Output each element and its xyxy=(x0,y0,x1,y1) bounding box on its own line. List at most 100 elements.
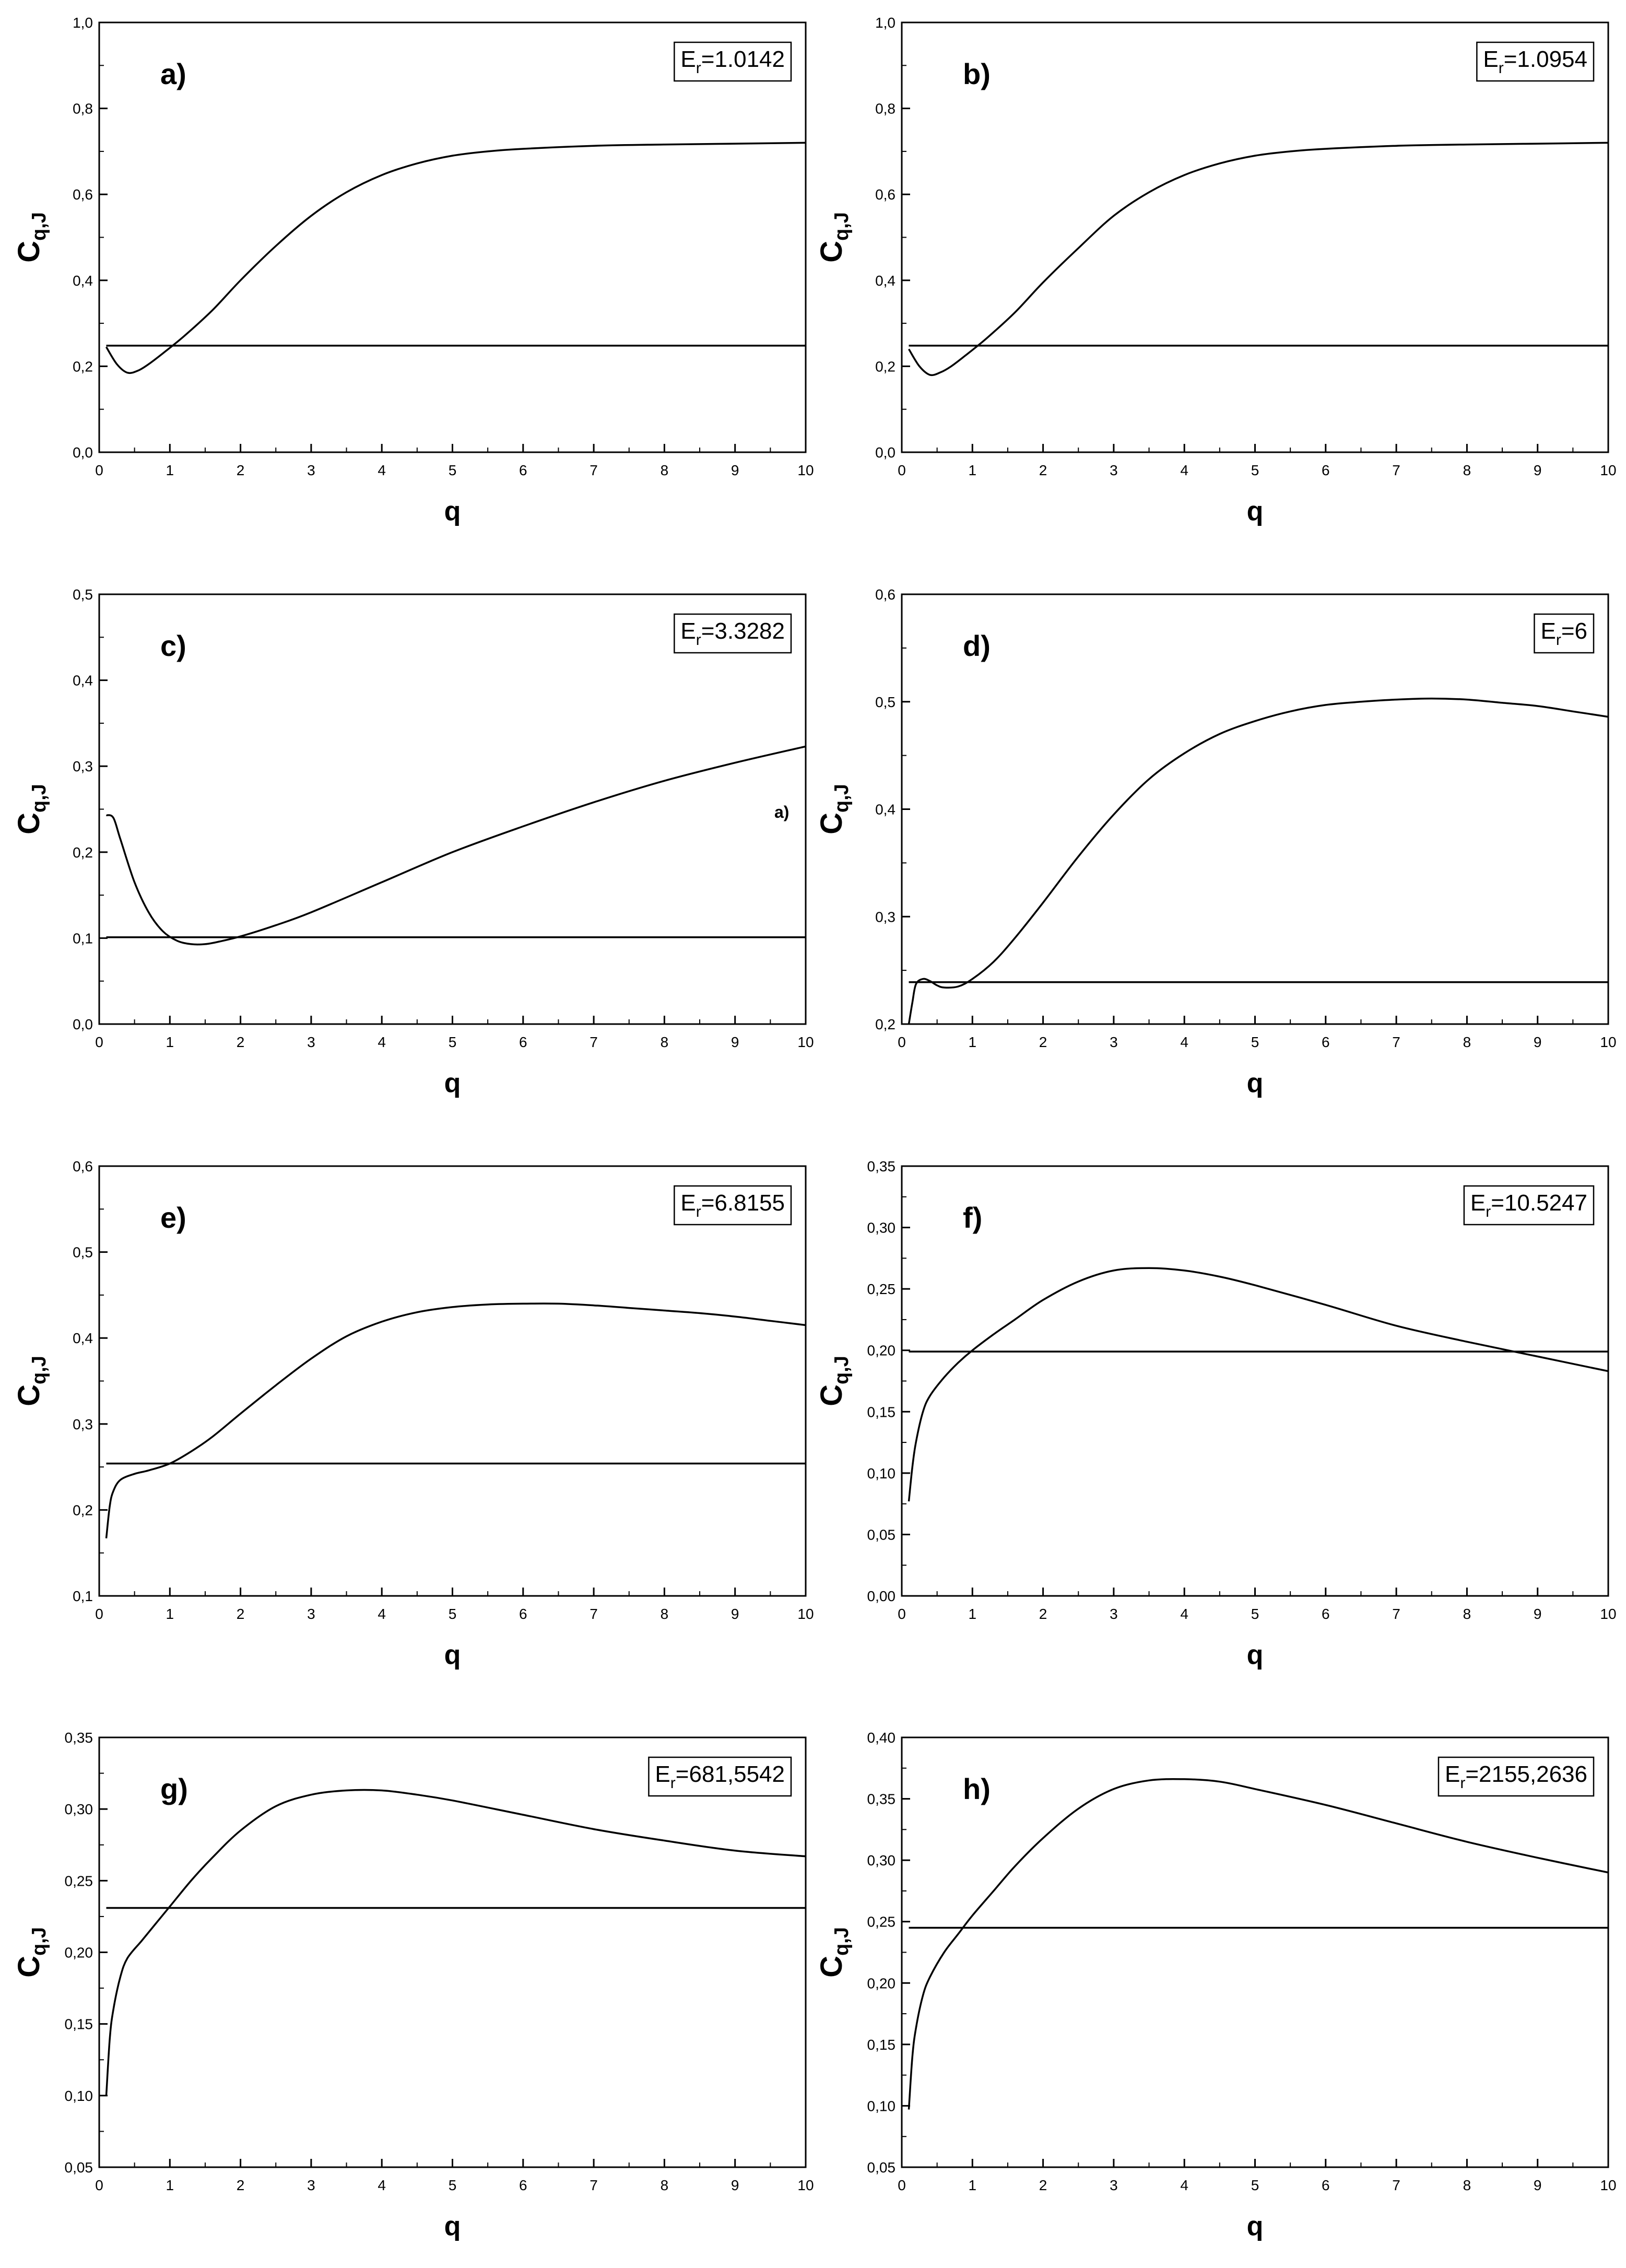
y-axis-title: Cq,J xyxy=(815,1927,853,1978)
legend-label: Er=2155,2636 xyxy=(1445,1761,1587,1792)
x-axis-title: q xyxy=(444,2211,461,2241)
plot-frame xyxy=(901,1165,1609,1597)
legend: Er=2155,2636 xyxy=(1438,1756,1595,1797)
y-axis-title-main: C xyxy=(12,241,46,263)
legend-value: =2155,2636 xyxy=(1465,1761,1587,1787)
x-tick-label: 1 xyxy=(969,1606,977,1622)
y-tick-label: 0,20 xyxy=(867,1343,896,1359)
x-tick-label: 0 xyxy=(95,1606,103,1622)
x-tick-label: 8 xyxy=(661,2177,669,2193)
y-tick-label: 0,3 xyxy=(73,1416,93,1432)
x-tick-label: 7 xyxy=(1392,462,1400,478)
y-tick-label: 0,5 xyxy=(73,1244,93,1261)
legend-value: =1.0142 xyxy=(701,46,785,72)
x-tick-label: 5 xyxy=(1251,1034,1259,1050)
series-line xyxy=(105,142,806,374)
x-axis-title: q xyxy=(444,496,461,526)
x-tick-label: 10 xyxy=(797,2177,814,2193)
legend-box xyxy=(674,1185,792,1226)
x-tick-label: 4 xyxy=(378,1034,386,1050)
x-tick-label: 5 xyxy=(1251,462,1259,478)
y-axis-title: Cq,J xyxy=(12,212,50,263)
x-tick-label: 7 xyxy=(1392,1606,1400,1622)
x-tick-label: 8 xyxy=(661,1606,669,1622)
legend-value: =681,5542 xyxy=(676,1761,785,1787)
y-tick-label: 0,10 xyxy=(65,2088,93,2104)
x-tick-label: 10 xyxy=(1600,2177,1616,2193)
y-tick-label: 0,2 xyxy=(73,844,93,861)
x-tick-label: 4 xyxy=(1180,462,1188,478)
series-line xyxy=(908,1778,1608,2110)
y-axis-title-sub: q,J xyxy=(831,784,853,813)
x-tick-label: 3 xyxy=(1110,1034,1118,1050)
x-tick-label: 6 xyxy=(519,2177,527,2193)
x-tick-label: 2 xyxy=(1039,1606,1047,1622)
x-tick-label: 8 xyxy=(661,462,669,478)
x-tick-label: 8 xyxy=(1463,462,1471,478)
y-axis-title-main: C xyxy=(815,241,849,263)
panel-label: d) xyxy=(963,629,991,662)
chart-panel-2: 0 1 2 3 4 5 6 7 8 9 10 0,0 0,2 0,4 0,6 0,8 1,0 q Cq,J b) Er=… xyxy=(815,15,1617,526)
legend: Er=1.0142 xyxy=(674,41,792,82)
x-tick-label: 1 xyxy=(969,462,977,478)
panel-label: g) xyxy=(160,1772,188,1805)
panel-label: c) xyxy=(160,629,186,662)
y-tick-label: 0,0 xyxy=(73,1016,93,1032)
chart-panel-7: 0 1 2 3 4 5 6 7 8 9 10 0,05 0,10 0,15 0,20 0,25 0,30 0,35… xyxy=(12,1730,814,2241)
y-axis-title-sub: q,J xyxy=(28,212,50,241)
y-tick-label: 0,3 xyxy=(73,758,93,774)
plot-frame xyxy=(901,1736,1609,2168)
legend: Er=1.0954 xyxy=(1476,41,1595,82)
x-axis-title: q xyxy=(1247,496,1264,526)
y-axis-title: Cq,J xyxy=(12,1927,50,1978)
legend-value: =10.5247 xyxy=(1491,1190,1587,1216)
y-tick-label: 0,4 xyxy=(875,273,896,289)
legend-prefix: E xyxy=(1470,1190,1486,1216)
x-axis-title: q xyxy=(1247,1068,1264,1098)
series-line xyxy=(105,745,806,946)
x-tick-label: 10 xyxy=(797,1606,814,1622)
y-axis-title-sub: q,J xyxy=(28,1927,50,1956)
x-tick-label: 0 xyxy=(898,1034,906,1050)
legend: Er=6.8155 xyxy=(674,1185,792,1226)
x-axis-title: q xyxy=(1247,2211,1264,2241)
y-tick-label: 0,15 xyxy=(867,2037,896,2053)
y-axis-title-main: C xyxy=(12,813,46,835)
y-tick-label: 0,15 xyxy=(867,1404,896,1420)
y-tick-label: 0,30 xyxy=(867,1220,896,1236)
x-tick-label: 0 xyxy=(898,462,906,478)
y-tick-label: 0,6 xyxy=(73,1158,93,1174)
legend-label: Er=10.5247 xyxy=(1470,1190,1587,1220)
x-tick-label: 5 xyxy=(1251,2177,1259,2193)
y-tick-label: 0,5 xyxy=(73,586,93,603)
series-line xyxy=(105,1302,806,1538)
legend-box xyxy=(1463,1185,1595,1226)
x-tick-label: 2 xyxy=(1039,462,1047,478)
y-axis-title: Cq,J xyxy=(12,1356,50,1406)
x-tick-label: 5 xyxy=(449,1606,457,1622)
y-axis-title: Cq,J xyxy=(12,784,50,835)
y-tick-label: 1,0 xyxy=(73,15,93,31)
x-tick-label: 6 xyxy=(1322,1606,1330,1622)
x-tick-label: 4 xyxy=(1180,1034,1188,1050)
chart-panel-8: 0 1 2 3 4 5 6 7 8 9 10 0,05 0,10 0,15 0,20 0,25 0,30 0,35… xyxy=(815,1730,1617,2241)
y-tick-label: 0,05 xyxy=(65,2159,93,2176)
x-tick-label: 4 xyxy=(378,462,386,478)
y-axis-title-sub: q,J xyxy=(831,1927,853,1956)
panel-label: b) xyxy=(963,57,991,90)
panel-label: f) xyxy=(963,1201,982,1234)
legend-prefix: E xyxy=(680,618,696,644)
legend: Er=6 xyxy=(1534,613,1595,654)
y-tick-label: 0,8 xyxy=(73,101,93,117)
legend-subscript: r xyxy=(696,1203,701,1220)
y-tick-label: 0,25 xyxy=(867,1914,896,1930)
y-axis-title-sub: q,J xyxy=(28,1356,50,1384)
panel-label: a) xyxy=(160,57,186,90)
y-axis-title-sub: q,J xyxy=(831,212,853,241)
legend-prefix: E xyxy=(1445,1761,1460,1787)
y-axis-title-main: C xyxy=(12,1384,46,1406)
x-tick-label: 7 xyxy=(590,2177,598,2193)
x-tick-label: 7 xyxy=(1392,1034,1400,1050)
y-tick-label: 0,25 xyxy=(867,1281,896,1297)
